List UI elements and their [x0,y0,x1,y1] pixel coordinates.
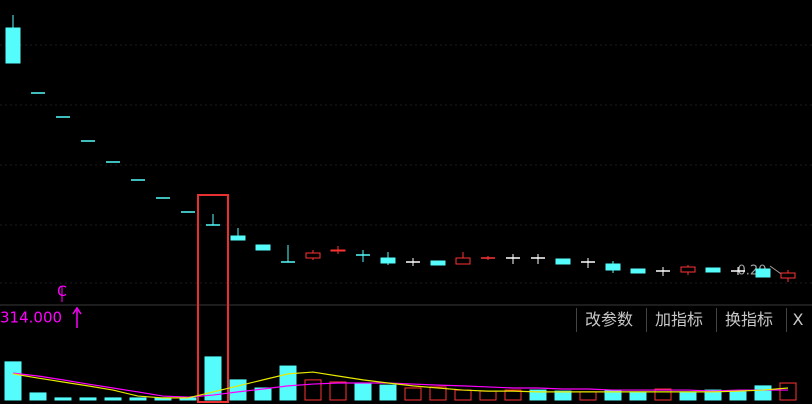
scale-arrow-head [72,306,82,315]
close-button[interactable]: X [786,308,809,332]
volume-ma-line [12,372,788,398]
candle-body [605,263,621,271]
volume-bar [354,382,372,401]
volume-ma-line [12,371,789,399]
candle-body [680,266,696,273]
edit-params-button[interactable]: 改参数 [576,308,641,332]
volume-bar [704,389,722,401]
volume-bar [29,392,47,401]
highlight-box [197,194,229,403]
candle-body [455,257,471,265]
volume-tick-label: 314.000 [0,309,62,327]
volume-bar [504,389,522,401]
candle-body [380,257,396,264]
candle-body [705,267,721,273]
volume-bar [429,386,447,401]
volume-bar [729,391,747,401]
switch-indicator-button[interactable]: 换指标 [716,308,781,332]
volume-bar [479,390,497,401]
volume-bar [779,382,797,401]
candle-body [255,244,271,251]
candle-body [755,268,771,278]
candle-body [5,27,21,64]
candle-body [630,268,646,274]
candle-body [330,249,346,252]
candle-body [555,258,571,265]
volume-bar [379,384,397,401]
candle-body [305,252,321,259]
volume-bar [654,388,672,401]
volume-bar [329,381,347,401]
volume-bar [404,387,422,401]
volume-bar [679,391,697,401]
volume-bar [254,387,272,401]
volume-bar [104,397,122,401]
volume-bar [554,390,572,401]
volume-bar [629,391,647,401]
volume-bar [579,391,597,401]
volume-bar [754,385,772,401]
volume-bar [529,389,547,401]
volume-bar [129,397,147,401]
add-indicator-button[interactable]: 加指标 [646,308,711,332]
volume-bar [229,379,247,401]
candle-body [430,260,446,266]
candle-body [230,235,246,241]
volume-bar [304,379,322,401]
candle-body [780,272,796,279]
volume-bar [454,389,472,401]
volume-bar [79,397,97,401]
volume-bar [279,365,297,401]
volume-bar [4,361,22,401]
volume-bar [54,397,72,401]
volume-bar [204,356,222,401]
